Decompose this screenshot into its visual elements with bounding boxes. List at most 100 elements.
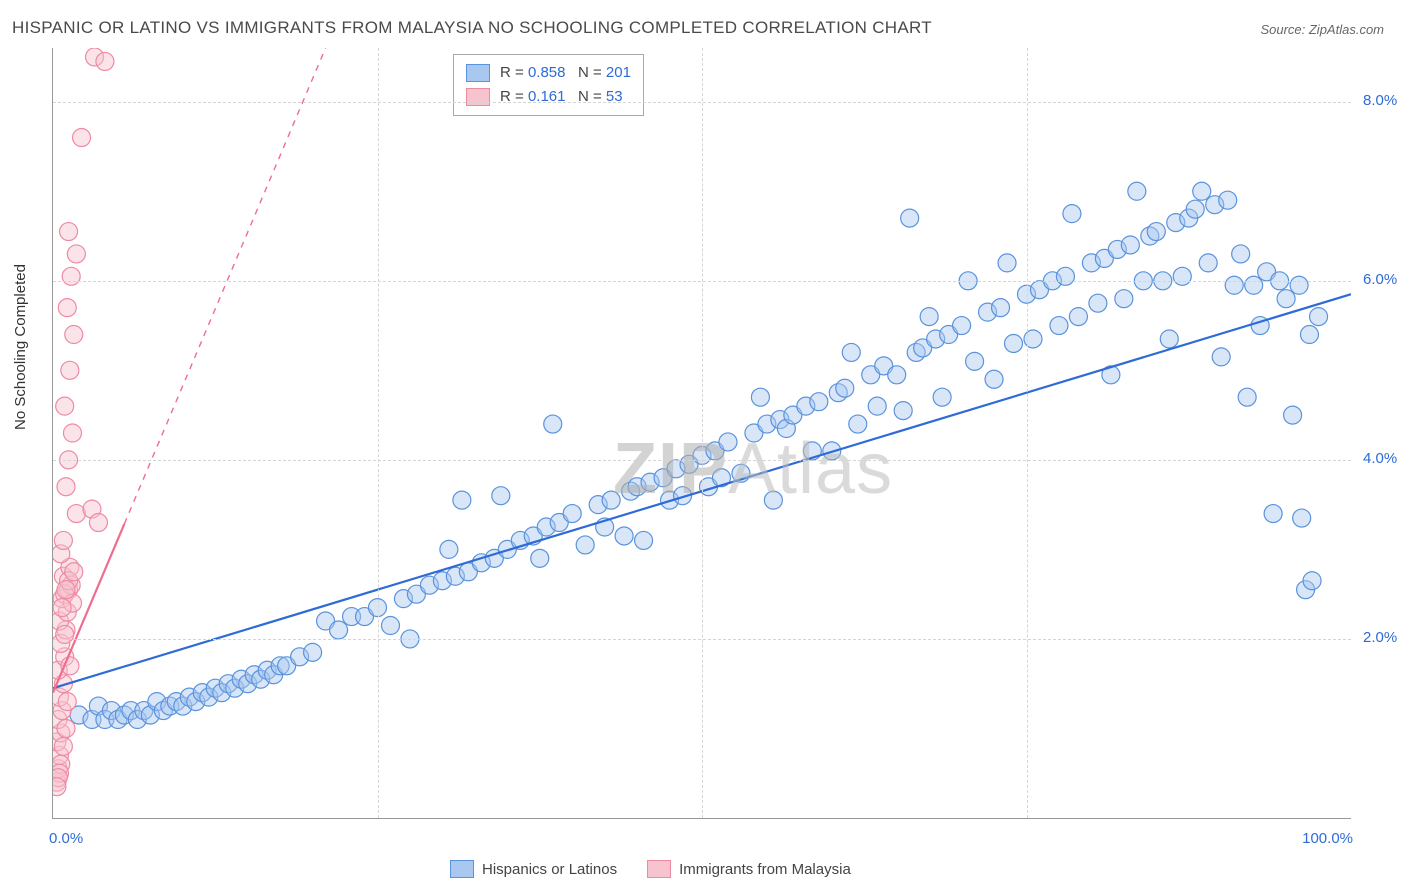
scatter-point [1199, 254, 1217, 272]
trend-line-dashed [124, 48, 325, 524]
scatter-point [1284, 406, 1302, 424]
scatter-point [894, 402, 912, 420]
scatter-point [54, 737, 72, 755]
scatter-point [992, 299, 1010, 317]
scatter-point [73, 129, 91, 147]
chart-plot-area: ZIPAtlas R = 0.858 N = 201R = 0.161 N = … [52, 48, 1351, 819]
scatter-point [1147, 223, 1165, 241]
scatter-point [849, 415, 867, 433]
scatter-point [576, 536, 594, 554]
y-axis-label: No Schooling Completed [12, 264, 29, 430]
scatter-point [1089, 294, 1107, 312]
scatter-point [453, 491, 471, 509]
scatter-point [492, 487, 510, 505]
y-tick-label: 6.0% [1363, 271, 1397, 288]
scatter-point [1160, 330, 1178, 348]
scatter-point [56, 625, 74, 643]
gridline-v [378, 48, 379, 818]
x-tick-label: 0.0% [49, 830, 83, 847]
scatter-point [65, 326, 83, 344]
scatter-point [1238, 388, 1256, 406]
legend-stats-box: R = 0.858 N = 201R = 0.161 N = 53 [453, 54, 644, 116]
scatter-point [1212, 348, 1230, 366]
scatter-point [563, 505, 581, 523]
scatter-point [933, 388, 951, 406]
scatter-point [1193, 182, 1211, 200]
scatter-point [1277, 290, 1295, 308]
scatter-point [953, 317, 971, 335]
scatter-point [1245, 276, 1263, 294]
legend-series-label: Immigrants from Malaysia [679, 861, 851, 878]
y-tick-label: 8.0% [1363, 92, 1397, 109]
scatter-point [304, 643, 322, 661]
scatter-point [56, 397, 74, 415]
scatter-point [1069, 308, 1087, 326]
legend-swatch [466, 88, 490, 106]
scatter-point [1303, 572, 1321, 590]
scatter-point [381, 617, 399, 635]
scatter-point [920, 308, 938, 326]
scatter-point [836, 379, 854, 397]
gridline-v [1027, 48, 1028, 818]
scatter-point [1128, 182, 1146, 200]
legend-bottom: Hispanics or Latinos Immigrants from Mala… [450, 860, 851, 878]
scatter-point [1264, 505, 1282, 523]
scatter-point [1186, 200, 1204, 218]
y-tick-label: 4.0% [1363, 450, 1397, 467]
legend-series-item: Hispanics or Latinos [450, 860, 617, 878]
scatter-point [96, 52, 114, 70]
scatter-point [1063, 205, 1081, 223]
scatter-point [1225, 276, 1243, 294]
scatter-point [751, 388, 769, 406]
scatter-point [602, 491, 620, 509]
scatter-point [62, 267, 80, 285]
legend-stat-text: R = 0.858 N = 201 [500, 61, 631, 85]
legend-stat-row: R = 0.161 N = 53 [466, 85, 631, 109]
scatter-point [635, 531, 653, 549]
scatter-point [1219, 191, 1237, 209]
scatter-point [57, 581, 75, 599]
scatter-point [985, 370, 1003, 388]
legend-stat-row: R = 0.858 N = 201 [466, 61, 631, 85]
scatter-point [901, 209, 919, 227]
scatter-point [544, 415, 562, 433]
scatter-point [1300, 326, 1318, 344]
scatter-point [57, 478, 75, 496]
legend-stat-text: R = 0.161 N = 53 [500, 85, 623, 109]
scatter-point [330, 621, 348, 639]
legend-series-item: Immigrants from Malaysia [647, 860, 851, 878]
scatter-point [54, 531, 72, 549]
legend-series-label: Hispanics or Latinos [482, 861, 617, 878]
scatter-point [1115, 290, 1133, 308]
scatter-point [63, 424, 81, 442]
legend-swatch [466, 64, 490, 82]
scatter-point [719, 433, 737, 451]
scatter-point [531, 549, 549, 567]
scatter-point [58, 693, 76, 711]
x-tick-label: 100.0% [1302, 830, 1353, 847]
scatter-point [57, 719, 75, 737]
scatter-point [1121, 236, 1139, 254]
gridline-v [702, 48, 703, 818]
legend-swatch [647, 860, 671, 878]
scatter-point [1293, 509, 1311, 527]
scatter-point [440, 540, 458, 558]
scatter-point [842, 343, 860, 361]
scatter-point [1056, 267, 1074, 285]
scatter-point [998, 254, 1016, 272]
scatter-point [810, 393, 828, 411]
scatter-point [65, 563, 83, 581]
chart-title: HISPANIC OR LATINO VS IMMIGRANTS FROM MA… [12, 18, 932, 38]
legend-swatch [450, 860, 474, 878]
scatter-point [764, 491, 782, 509]
scatter-point [60, 223, 78, 241]
scatter-point [61, 361, 79, 379]
scatter-point [1173, 267, 1191, 285]
y-tick-label: 2.0% [1363, 629, 1397, 646]
scatter-point [1290, 276, 1308, 294]
source-label: Source: ZipAtlas.com [1260, 22, 1384, 37]
scatter-point [67, 245, 85, 263]
scatter-point [89, 514, 107, 532]
scatter-point [1310, 308, 1328, 326]
scatter-point [888, 366, 906, 384]
